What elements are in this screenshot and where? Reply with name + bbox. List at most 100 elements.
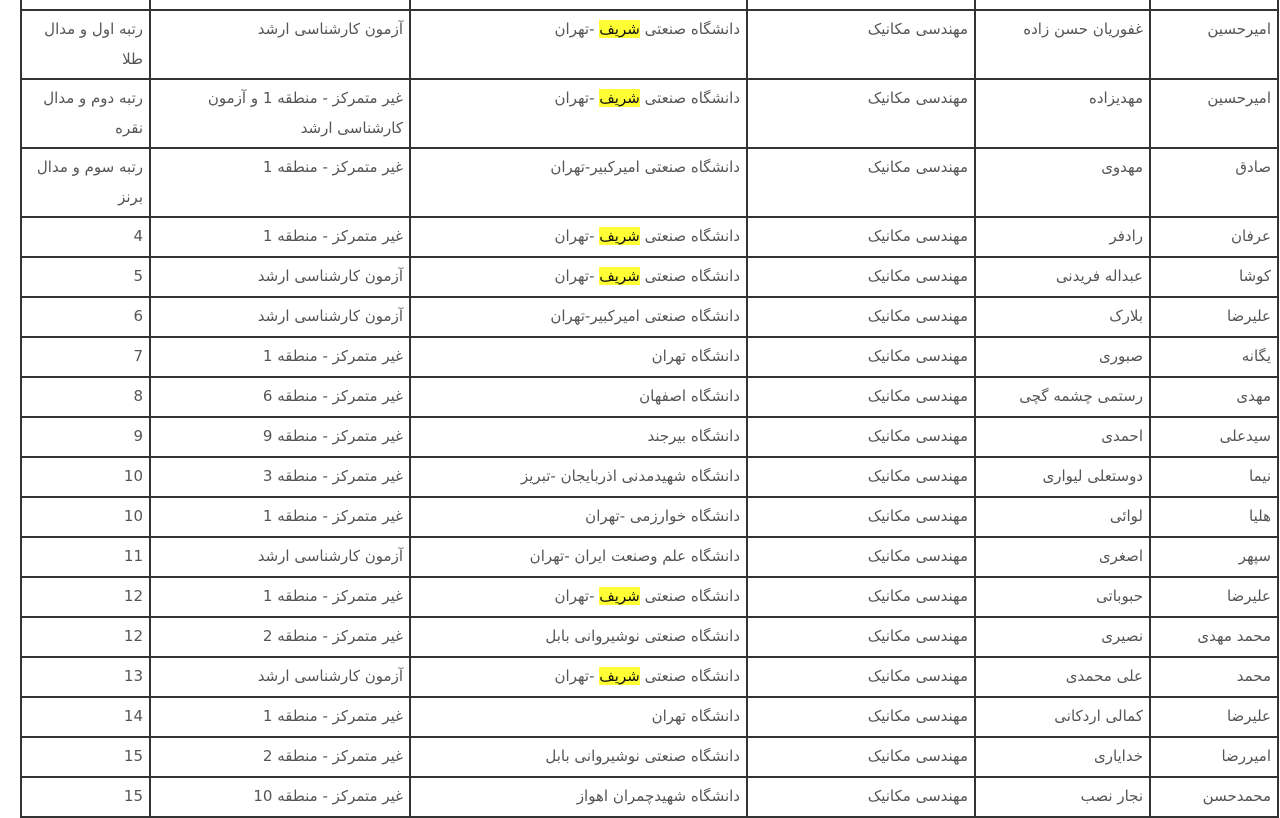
table-row: محمد مهدی نصیری مهندسی مکانیک دانشگاه صنعتی… bbox=[20, 616, 1279, 658]
cell-last-name: بلارک bbox=[974, 296, 1151, 338]
cell-major: مهندسی مکانیک bbox=[746, 456, 976, 498]
cell-university bbox=[409, 0, 748, 11]
results-table: امیرحسین غفوریان حسن زاده مهندسی مکانیک دان… bbox=[20, 0, 1279, 818]
table-row: علیرضا بلارک مهندسی مکانیک دانشگاه صنعتی ام… bbox=[20, 296, 1279, 338]
cell-last-name: غفوریان حسن زاده bbox=[974, 9, 1151, 80]
cell-last-name: عبداله فریدنی bbox=[974, 256, 1151, 298]
cell-major bbox=[746, 0, 976, 11]
cell-rank: 10 bbox=[20, 496, 151, 538]
cell-rank: 9 bbox=[20, 416, 151, 458]
cell-quota: غیر متمرکز - منطقه 1 bbox=[149, 147, 411, 218]
cell-major: مهندسی مکانیک bbox=[746, 576, 976, 618]
cell-first-name: علیرضا bbox=[1149, 696, 1279, 738]
highlighted-text: شریف bbox=[599, 20, 640, 38]
cell-major: مهندسی مکانیک bbox=[746, 496, 976, 538]
university-text: دانشگاه شهیدمدنی اذربایجان -تبریز bbox=[520, 467, 740, 485]
cell-quota: غیر متمرکز - منطقه 2 bbox=[149, 616, 411, 658]
university-text: دانشگاه صنعتی نوشیروانی بابل bbox=[545, 627, 740, 645]
table-row: سپهر اصغری مهندسی مکانیک دانشگاه علم وصنعت … bbox=[20, 536, 1279, 578]
cell-first-name: صادق bbox=[1149, 147, 1279, 218]
table-row: محمدحسن نجار نصب مهندسی مکانیک دانشگاه شهید… bbox=[20, 776, 1279, 818]
table-row: علیرضا کمالی اردکانی مهندسی مکانیک دانشگاه … bbox=[20, 696, 1279, 738]
university-text: دانشگاه صنعتی bbox=[639, 89, 740, 107]
cell-first-name: محمدحسن bbox=[1149, 776, 1279, 818]
university-text: دانشگاه صنعتی bbox=[639, 20, 740, 38]
cell-quota: غیر متمرکز - منطقه 2 bbox=[149, 736, 411, 778]
table-row-partial bbox=[20, 0, 1279, 11]
cell-last-name: کمالی اردکانی bbox=[974, 696, 1151, 738]
cell-last-name: لوائی bbox=[974, 496, 1151, 538]
cell-quota: غیر متمرکز - منطقه 6 bbox=[149, 376, 411, 418]
cell-university: دانشگاه تهران bbox=[409, 336, 748, 378]
cell-quota: غیر متمرکز - منطقه 1 و آزمون کارشناسی ار… bbox=[149, 78, 411, 149]
cell-last-name: رادفر bbox=[974, 216, 1151, 258]
cell-major: مهندسی مکانیک bbox=[746, 256, 976, 298]
table-row: سیدعلی احمدی مهندسی مکانیک دانشگاه بیرجند غی… bbox=[20, 416, 1279, 458]
cell-first-name: محمد bbox=[1149, 656, 1279, 698]
cell-university: دانشگاه صنعتی شریف -تهران bbox=[409, 78, 748, 149]
cell-first-name: هلیا bbox=[1149, 496, 1279, 538]
table-row: محمد علی محمدی مهندسی مکانیک دانشگاه صنعتی … bbox=[20, 656, 1279, 698]
cell-major: مهندسی مکانیک bbox=[746, 296, 976, 338]
table-row: عرفان رادفر مهندسی مکانیک دانشگاه صنعتی شری… bbox=[20, 216, 1279, 258]
university-text: دانشگاه صنعتی bbox=[639, 227, 740, 245]
cell-first-name: محمد مهدی bbox=[1149, 616, 1279, 658]
cell-first-name: امیرحسین bbox=[1149, 78, 1279, 149]
cell-quota: آزمون کارشناسی ارشد bbox=[149, 536, 411, 578]
cell-major: مهندسی مکانیک bbox=[746, 216, 976, 258]
university-text: دانشگاه تهران bbox=[651, 347, 740, 365]
cell-university: دانشگاه شهیدمدنی اذربایجان -تبریز bbox=[409, 456, 748, 498]
university-text: دانشگاه صنعتی bbox=[639, 667, 740, 685]
cell-first-name: کوشا bbox=[1149, 256, 1279, 298]
cell-rank: رتبه سوم و مدال برنز bbox=[20, 147, 151, 218]
cell-last-name: نجار نصب bbox=[974, 776, 1151, 818]
cell-university: دانشگاه تهران bbox=[409, 696, 748, 738]
cell-rank: 15 bbox=[20, 736, 151, 778]
cell-university: دانشگاه خوارزمی -تهران bbox=[409, 496, 748, 538]
cell-last-name: مهدوی bbox=[974, 147, 1151, 218]
cell-university: دانشگاه صنعتی نوشیروانی بابل bbox=[409, 736, 748, 778]
table-row: امیرحسین غفوریان حسن زاده مهندسی مکانیک دان… bbox=[20, 9, 1279, 80]
cell-university: دانشگاه اصفهان bbox=[409, 376, 748, 418]
cell-last-name: خدایاری bbox=[974, 736, 1151, 778]
university-text: -تهران bbox=[554, 587, 600, 605]
cell-quota: آزمون کارشناسی ارشد bbox=[149, 9, 411, 80]
cell-last-name: نصیری bbox=[974, 616, 1151, 658]
results-table-container: امیرحسین غفوریان حسن زاده مهندسی مکانیک دان… bbox=[20, 0, 1279, 818]
university-text: دانشگاه صنعتی bbox=[639, 587, 740, 605]
cell-university: دانشگاه صنعتی شریف -تهران bbox=[409, 576, 748, 618]
cell-rank bbox=[20, 0, 151, 11]
cell-last-name: حبوباتی bbox=[974, 576, 1151, 618]
table-row: هلیا لوائی مهندسی مکانیک دانشگاه خوارزمی -ت… bbox=[20, 496, 1279, 538]
university-text: دانشگاه علم وصنعت ایران -تهران bbox=[529, 547, 740, 565]
university-text: دانشگاه اصفهان bbox=[639, 387, 740, 405]
cell-major: مهندسی مکانیک bbox=[746, 376, 976, 418]
table-row: کوشا عبداله فریدنی مهندسی مکانیک دانشگاه صن… bbox=[20, 256, 1279, 298]
cell-university: دانشگاه صنعتی نوشیروانی بابل bbox=[409, 616, 748, 658]
cell-university: دانشگاه شهیدچمران اهواز bbox=[409, 776, 748, 818]
cell-university: دانشگاه صنعتی امیرکبیر-تهران bbox=[409, 296, 748, 338]
cell-rank: 11 bbox=[20, 536, 151, 578]
cell-university: دانشگاه علم وصنعت ایران -تهران bbox=[409, 536, 748, 578]
cell-first-name: نیما bbox=[1149, 456, 1279, 498]
cell-last-name: اصغری bbox=[974, 536, 1151, 578]
cell-rank: 12 bbox=[20, 616, 151, 658]
university-text: -تهران bbox=[554, 267, 600, 285]
cell-rank: 7 bbox=[20, 336, 151, 378]
cell-first-name bbox=[1149, 0, 1279, 11]
university-text: -تهران bbox=[554, 20, 600, 38]
table-row: علیرضا حبوباتی مهندسی مکانیک دانشگاه صنعتی … bbox=[20, 576, 1279, 618]
university-text: -تهران bbox=[554, 227, 600, 245]
cell-university: دانشگاه بیرجند bbox=[409, 416, 748, 458]
cell-major: مهندسی مکانیک bbox=[746, 616, 976, 658]
cell-first-name: علیرضا bbox=[1149, 576, 1279, 618]
cell-last-name bbox=[974, 0, 1151, 11]
table-row: امیرحسین مهدیزاده مهندسی مکانیک دانشگاه صنع… bbox=[20, 78, 1279, 149]
highlighted-text: شریف bbox=[599, 267, 640, 285]
cell-first-name: یگانه bbox=[1149, 336, 1279, 378]
cell-rank: 15 bbox=[20, 776, 151, 818]
cell-last-name: مهدیزاده bbox=[974, 78, 1151, 149]
cell-rank: 6 bbox=[20, 296, 151, 338]
table-row: یگانه صبوری مهندسی مکانیک دانشگاه تهران غیر … bbox=[20, 336, 1279, 378]
cell-major: مهندسی مکانیک bbox=[746, 9, 976, 80]
